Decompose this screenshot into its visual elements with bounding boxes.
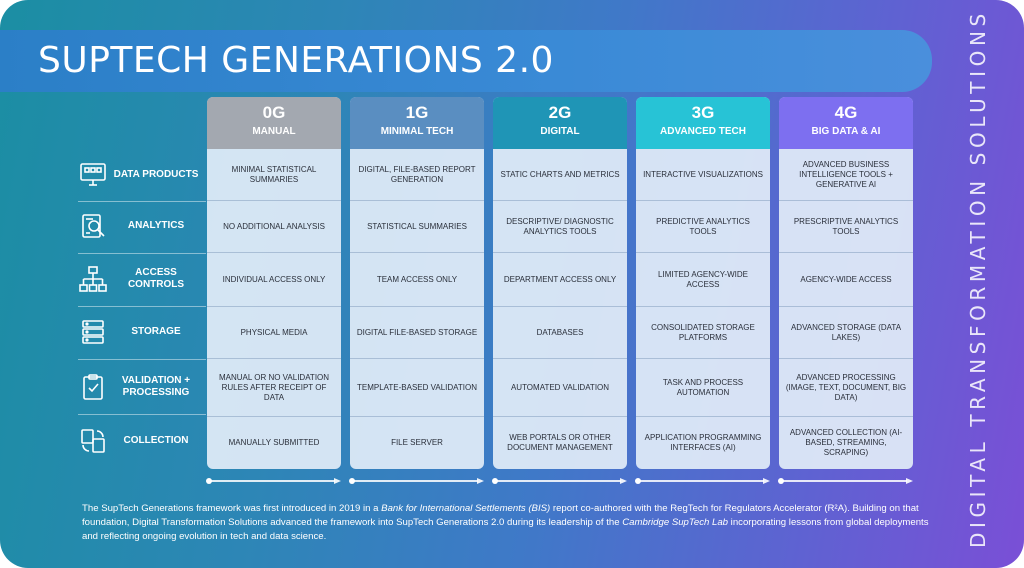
clipboard-check-icon — [78, 372, 108, 402]
row-label-storage: STORAGE — [78, 307, 204, 357]
cell-validation-processing: Advanced processing (image, text, docume… — [779, 359, 913, 417]
column-header: 2G DIGITAL — [493, 97, 627, 149]
cell-validation-processing: Automated validation — [493, 359, 627, 417]
cell-access-controls: Agency-wide access — [779, 253, 913, 307]
cell-storage: Consolidated storage platforms — [636, 307, 770, 359]
cell-collection: File server — [391, 438, 443, 447]
cell-analytics: No additional analysis — [207, 201, 341, 253]
generation-code: 0G — [262, 103, 286, 122]
cell-collection: Web portals or other document management — [507, 433, 613, 452]
row-label-text: VALIDATION + PROCESSING — [121, 375, 191, 398]
cell-access-controls: Team access only — [350, 253, 484, 307]
row-label-validation-processing: VALIDATION + PROCESSING — [78, 362, 204, 412]
column-1g: 1G MINIMAL TECH Digital, file-based repo… — [350, 97, 484, 469]
footnote-part: The SupTech Generations framework was fi… — [82, 503, 382, 514]
progression-arrow — [492, 478, 627, 484]
cell-collection: Manually submitted — [228, 438, 320, 447]
cell-data-products: Minimal statistical summaries — [207, 149, 341, 201]
cell-access-controls: Department access only — [493, 253, 627, 307]
progression-arrow — [778, 478, 913, 484]
column-4g: 4G BIG DATA & AI Advanced business intel… — [779, 97, 913, 469]
generation-label: MINIMAL TECH — [380, 126, 454, 137]
title-bar: SUPTECH GENERATIONS 2.0 — [0, 30, 932, 92]
column-header: 0G MANUAL — [207, 97, 341, 149]
footnote-part: incorporating lessons from global deploy… — [82, 517, 929, 542]
column-header: 1G MINIMAL TECH — [350, 97, 484, 149]
generation-label: DIGITAL — [540, 126, 580, 137]
footnote-emphasis: Bank for International Settlements (BIS) — [381, 503, 551, 514]
cell-data-products: Digital, file-based report generation — [350, 149, 484, 201]
cell-validation-processing: Task and process automation — [636, 359, 770, 417]
generation-label: ADVANCED TECH — [660, 126, 746, 137]
progression-arrow — [349, 478, 484, 484]
generation-code: 1G — [405, 103, 429, 122]
monitor-dashboard-icon — [78, 160, 108, 190]
column-header: 3G ADVANCED TECH — [636, 97, 770, 149]
cell-analytics: Descriptive/ diagnostic analytics tools — [493, 201, 627, 253]
row-label-text: DATA PRODUCTS — [113, 169, 199, 180]
cell-collection: Advanced collection (AI-based, streaming… — [789, 428, 903, 457]
cell-analytics: Prescriptive analytics tools — [779, 201, 913, 253]
column-2g: 2G DIGITAL Static charts and metrics Des… — [493, 97, 627, 469]
cell-access-controls: Limited agency-wide access — [636, 253, 770, 307]
row-divider — [78, 359, 206, 360]
row-label-text: COLLECTION — [123, 435, 189, 446]
footnote-text: The SupTech Generations framework was fi… — [82, 502, 932, 544]
column-3g: 3G ADVANCED TECH Interactive visualizati… — [636, 97, 770, 469]
row-label-text: STORAGE — [131, 326, 181, 337]
progression-arrow — [206, 478, 341, 484]
cell-data-products: Advanced business intelligence tools + g… — [779, 149, 913, 201]
cell-data-products: Interactive visualizations — [636, 149, 770, 201]
cell-storage: Advanced storage (data lakes) — [779, 307, 913, 359]
cell-validation-processing: Template-based validation — [350, 359, 484, 417]
generation-code: 3G — [691, 103, 715, 122]
row-label-data-products: DATA PRODUCTS — [78, 150, 204, 200]
network-hierarchy-icon — [78, 264, 108, 294]
cell-storage: Physical media — [207, 307, 341, 359]
column-0g: 0G MANUAL Minimal statistical summaries … — [207, 97, 341, 469]
cell-analytics: Predictive analytics tools — [636, 201, 770, 253]
generation-label: MANUAL — [252, 126, 296, 137]
generation-label: BIG DATA & AI — [811, 126, 881, 137]
vertical-brand-text: DIGITAL TRANSFORMATION SOLUTIONS — [966, 9, 990, 548]
analytics-report-icon — [78, 211, 108, 241]
cell-collection: Application programming interfaces (AI) — [644, 433, 762, 452]
footnote-part: report co-authored with the RegTech for … — [82, 503, 919, 528]
row-divider — [78, 201, 206, 202]
row-divider — [78, 414, 206, 415]
generation-code: 2G — [548, 103, 572, 122]
cell-data-products: Static charts and metrics — [493, 149, 627, 201]
document-sync-icon — [78, 426, 108, 456]
row-label-text: ACCESS CONTROLS — [127, 267, 185, 290]
cell-storage: Databases — [493, 307, 627, 359]
row-label-access-controls: ACCESS CONTROLS — [78, 254, 204, 304]
page-title: SUPTECH GENERATIONS 2.0 — [38, 40, 554, 81]
row-label-collection: COLLECTION — [78, 416, 204, 466]
cell-storage: Digital file-based storage — [350, 307, 484, 359]
row-divider — [78, 253, 206, 254]
cell-validation-processing: Manual or no validation rules after rece… — [207, 359, 341, 417]
row-label-analytics: ANALYTICS — [78, 201, 204, 251]
row-divider — [78, 306, 206, 307]
cell-analytics: Statistical summaries — [350, 201, 484, 253]
cell-access-controls: Individual access only — [207, 253, 341, 307]
footnote-emphasis: Cambridge SupTech Lab — [622, 517, 729, 528]
row-label-text: ANALYTICS — [127, 220, 185, 231]
server-storage-icon — [78, 317, 108, 347]
progression-arrow — [635, 478, 770, 484]
generation-code: 4G — [834, 103, 858, 122]
column-header: 4G BIG DATA & AI — [779, 97, 913, 149]
